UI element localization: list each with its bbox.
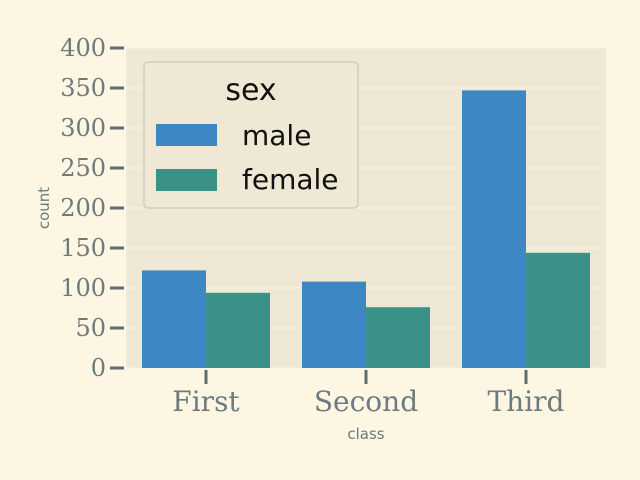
y-tick-label: 350 — [60, 74, 106, 102]
y-axis-label: count — [35, 187, 53, 229]
bar-female-first — [206, 292, 270, 368]
legend-label-male: male — [242, 119, 311, 152]
bar-female-third — [526, 252, 590, 368]
y-axis: 0 50 100 150 200 250 300 350 400 — [60, 34, 124, 382]
y-tick-label: 200 — [60, 194, 106, 222]
legend-swatch-male — [156, 124, 217, 146]
bar-female-second — [366, 307, 430, 368]
y-tick-label: 50 — [75, 314, 106, 342]
y-tick-label: 400 — [60, 34, 106, 62]
x-axis-label: class — [347, 425, 384, 443]
y-tick-label: 250 — [60, 154, 106, 182]
x-tick-label: Second — [314, 385, 418, 418]
bar-male-first — [142, 270, 206, 368]
y-tick-label: 150 — [60, 234, 106, 262]
legend-title: sex — [225, 73, 276, 108]
x-tick-label: First — [172, 385, 240, 418]
y-tick-label: 0 — [91, 354, 106, 382]
bar-male-second — [302, 281, 366, 368]
legend: sex male female — [143, 61, 359, 209]
legend-label-female: female — [242, 163, 339, 196]
x-tick-label: Third — [488, 385, 565, 418]
y-tick-label: 100 — [60, 274, 106, 302]
x-axis: First Second Third — [172, 370, 565, 418]
bar-male-third — [462, 90, 526, 369]
y-tick-label: 300 — [60, 114, 106, 142]
legend-swatch-female — [156, 169, 217, 191]
bars — [142, 90, 590, 369]
